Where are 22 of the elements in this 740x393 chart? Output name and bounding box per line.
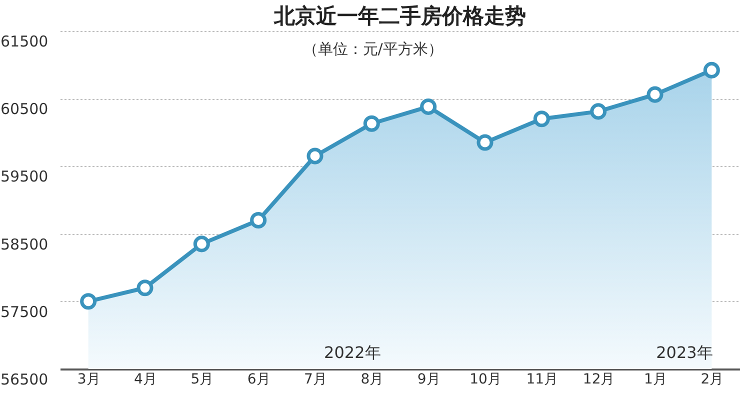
- x-tick-label: 9月: [417, 372, 440, 388]
- chart-title: 北京近一年二手房价格走势: [273, 4, 526, 28]
- x-tick-label: 5月: [190, 372, 214, 388]
- y-tick-label: 58500: [0, 235, 48, 254]
- x-tick-label: 10月: [470, 372, 502, 388]
- x-tick-label: 4月: [134, 372, 157, 388]
- x-tick-label: 8月: [360, 372, 384, 388]
- x-tick-label: 3月: [77, 372, 100, 388]
- x-tick-label: 2月: [700, 372, 724, 388]
- x-tick-label: 1月: [644, 372, 667, 388]
- x-tick-label: 11月: [526, 372, 558, 388]
- x-tick-label: 7月: [304, 372, 327, 388]
- text: （单位：元/平方米）: [302, 40, 443, 58]
- y-tick-label: 57500: [0, 302, 48, 321]
- x-tick-label: 6月: [247, 372, 270, 388]
- y-tick-label: 56500: [0, 370, 48, 388]
- y-tick-label: 59500: [0, 168, 48, 186]
- y-tick-label: 60500: [0, 100, 48, 118]
- annotation: 2022年: [324, 343, 381, 362]
- x-tick-label: 12月: [582, 372, 615, 388]
- y-tick-label: 61500: [0, 32, 48, 50]
- annotation: 2023年: [656, 343, 713, 362]
